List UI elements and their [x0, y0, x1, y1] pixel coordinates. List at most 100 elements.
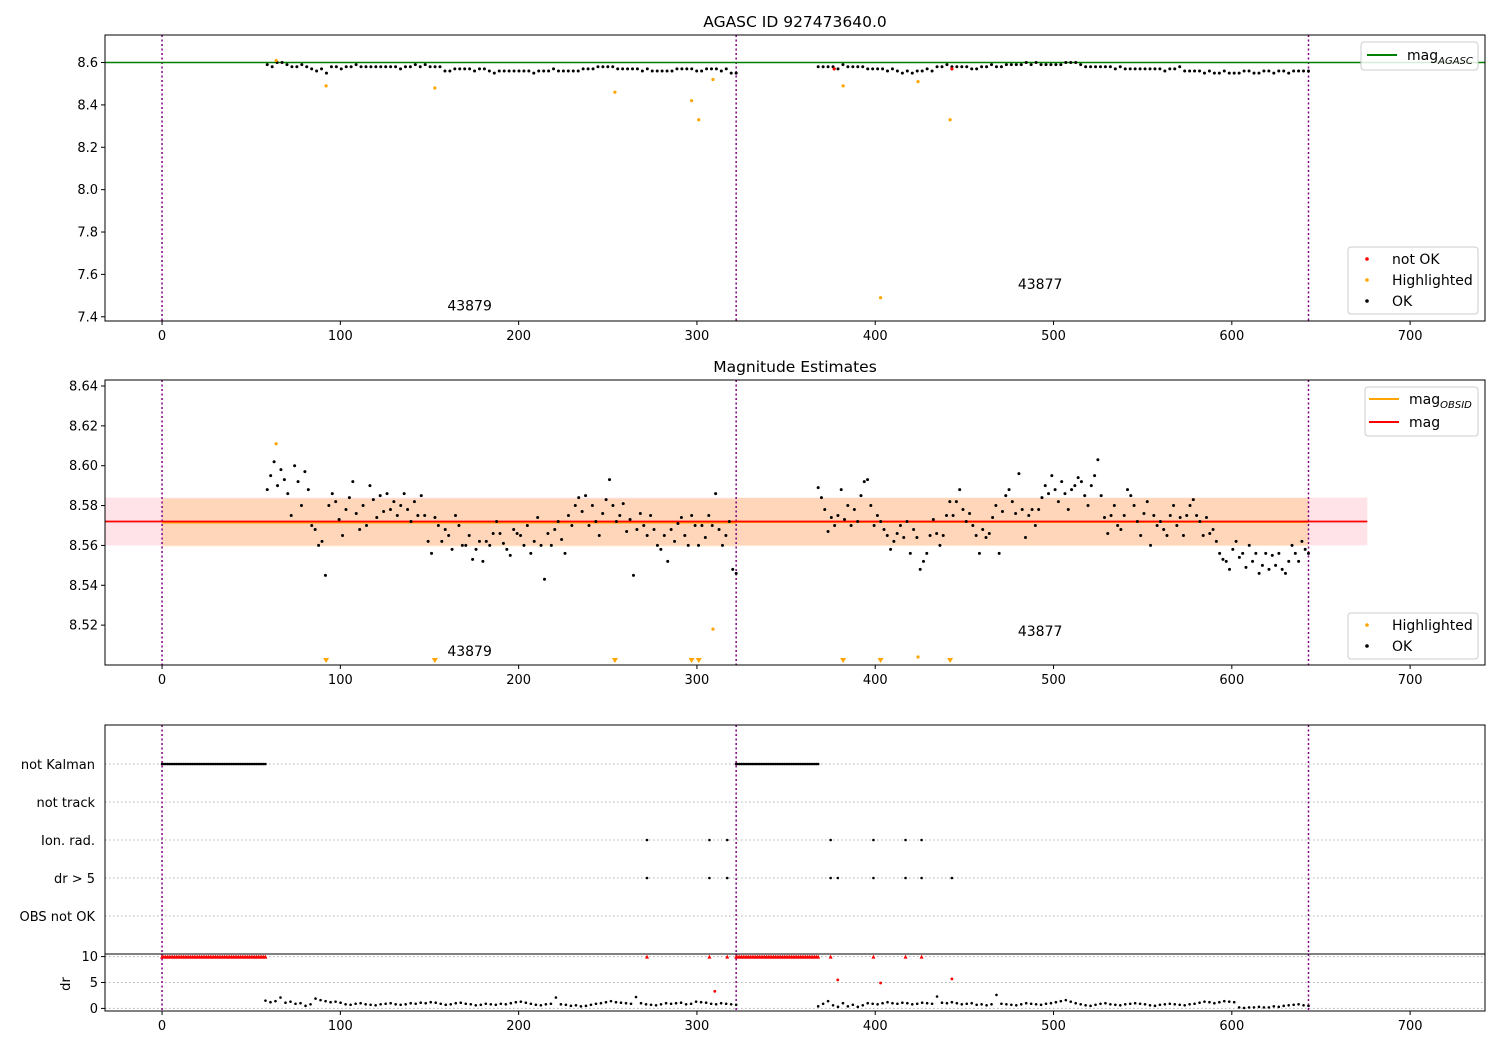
ok-point: [296, 480, 300, 484]
ok-point: [1064, 998, 1068, 1002]
ok-point: [358, 527, 362, 531]
legend-mag-agasc-label-sub: AGASC: [1437, 56, 1473, 67]
ok-point: [534, 1003, 538, 1007]
ok-point: [891, 1001, 894, 1005]
flag-point: [208, 762, 212, 766]
ok-point: [529, 1002, 533, 1006]
flag-point: [242, 762, 246, 766]
ok-point: [1297, 559, 1301, 563]
ok-point: [629, 1002, 633, 1006]
obsid-label: 43877: [1018, 624, 1063, 640]
ok-point: [679, 1001, 683, 1005]
ok-point: [395, 514, 399, 518]
y-tick-label: 8.58: [69, 499, 98, 514]
x-tick-label: 500: [1041, 1019, 1066, 1034]
ok-point: [908, 551, 912, 555]
ok-point: [576, 69, 580, 73]
middle-panel-title: Magnitude Estimates: [713, 358, 877, 376]
ok-point: [544, 1002, 548, 1006]
ok-point: [1232, 71, 1236, 75]
ok-point: [272, 460, 276, 464]
ok-point: [320, 67, 324, 71]
flag-point: [791, 762, 795, 766]
ok-point: [1267, 69, 1271, 73]
ok-point: [507, 69, 511, 73]
ok-point: [537, 69, 541, 73]
ok-point: [1033, 523, 1037, 527]
ok-point: [995, 993, 998, 997]
ok-point: [1306, 551, 1310, 555]
ok-point: [704, 1001, 708, 1005]
x-tick-label: 600: [1219, 1019, 1244, 1034]
ok-point: [382, 510, 386, 514]
ok-point: [859, 494, 863, 498]
ok-point: [925, 551, 929, 555]
ok-point: [669, 527, 673, 531]
ok-point: [631, 67, 635, 71]
ok-point: [564, 1003, 568, 1007]
ok-point: [419, 494, 423, 498]
ok-point: [498, 531, 502, 535]
ok-point: [1252, 71, 1256, 75]
ok-point: [1133, 1001, 1137, 1005]
ok-point: [1014, 512, 1018, 516]
flag-point: [260, 762, 264, 766]
ok-point: [1168, 514, 1172, 518]
ok-point: [846, 1005, 850, 1008]
flag-point: [223, 762, 226, 766]
ok-point: [906, 1001, 909, 1005]
ok-point: [324, 71, 328, 75]
ok-point: [434, 1001, 438, 1005]
ok-point: [649, 1003, 653, 1007]
ok-point: [519, 1000, 523, 1003]
ok-point: [334, 65, 338, 69]
ok-point: [286, 492, 290, 496]
ok-point: [1252, 1006, 1256, 1009]
ok-point: [616, 67, 620, 71]
ok-point: [569, 1004, 573, 1008]
ok-point: [522, 69, 526, 73]
ok-point: [491, 531, 495, 535]
ok-point: [477, 67, 481, 71]
flag-point: [173, 762, 176, 766]
flag-point: [781, 762, 784, 766]
ok-point: [378, 494, 382, 498]
ok-point: [1227, 1000, 1231, 1003]
ok-point: [650, 69, 654, 73]
ok-point: [1231, 547, 1235, 551]
ok-point: [1247, 543, 1251, 547]
ok-point: [881, 67, 885, 71]
ok-point: [1007, 488, 1011, 492]
ok-point: [1267, 567, 1271, 571]
ok-point: [826, 529, 830, 533]
ok-point: [492, 71, 496, 75]
ok-point: [580, 510, 584, 514]
flag-category-label: not track: [36, 796, 95, 811]
ok-point: [546, 531, 550, 535]
ok-point: [977, 551, 981, 555]
ok-point: [1163, 1002, 1167, 1006]
ok-point: [1034, 1002, 1038, 1006]
y-tick-label: 10: [81, 950, 98, 965]
ok-point: [1019, 1002, 1023, 1006]
ok-point: [900, 71, 904, 75]
ok-point: [1173, 67, 1177, 71]
highlighted-below-axis-marker: [877, 658, 884, 663]
ok-point: [1287, 71, 1291, 75]
ok-point: [727, 520, 731, 524]
ok-point: [1123, 1002, 1127, 1006]
ok-point: [604, 498, 608, 502]
ok-point: [399, 504, 403, 508]
flag-point: [262, 762, 265, 766]
flag-point: [205, 762, 208, 766]
ok-point: [549, 1002, 553, 1006]
ok-point: [970, 67, 974, 71]
ok-point: [590, 504, 594, 508]
ok-point: [453, 514, 457, 518]
ok-point: [1264, 551, 1268, 555]
flag-point: [872, 876, 875, 880]
highlighted-point: [841, 84, 845, 88]
ok-point: [443, 69, 447, 73]
ok-point: [1193, 69, 1197, 73]
ok-point: [686, 543, 690, 547]
